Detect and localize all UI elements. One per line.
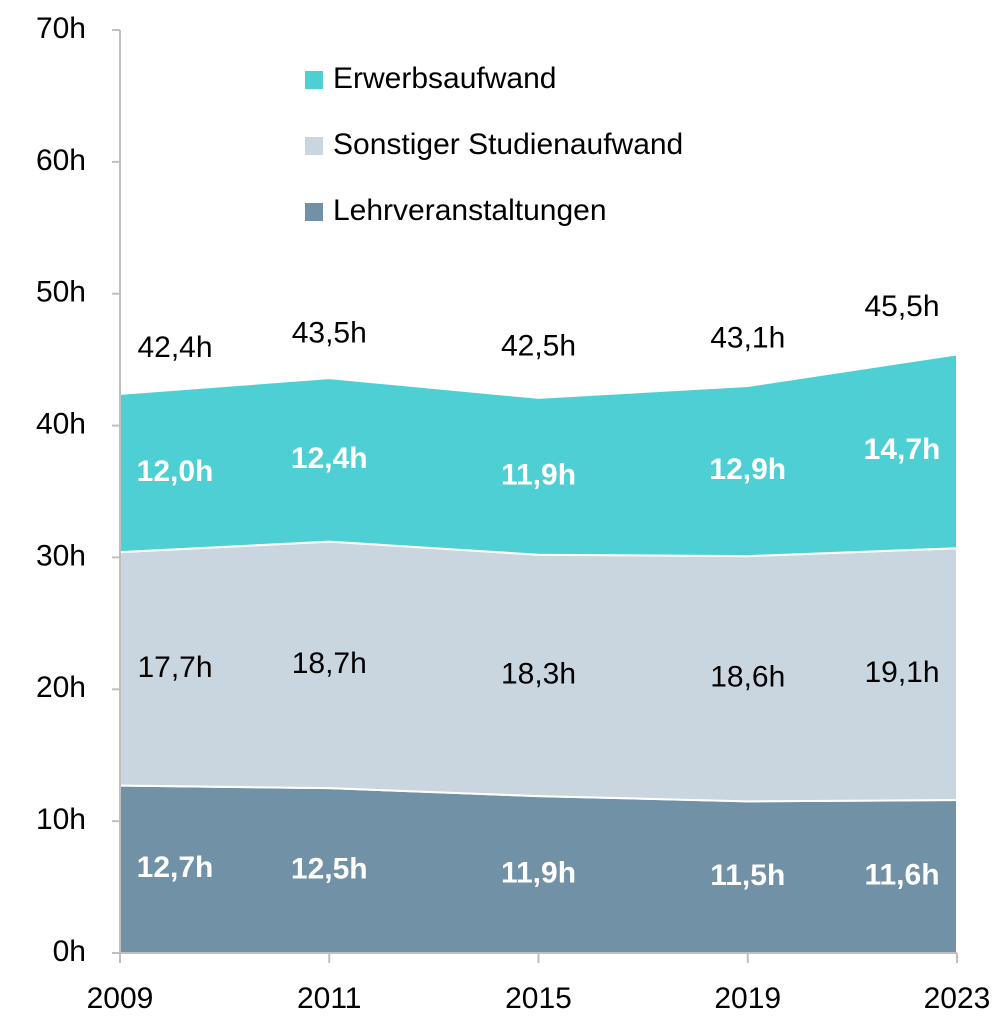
total-label: 45,5h [864,290,939,323]
legend-swatch [305,203,323,221]
value-label: 18,6h [710,661,785,694]
value-label: 11,6h [864,858,939,891]
value-label: 11,9h [501,458,576,491]
x-tick-label: 2015 [505,982,572,1015]
value-label: 12,9h [709,453,786,486]
value-label: 11,5h [710,859,785,892]
value-label: 11,9h [501,856,576,889]
value-label: 12,7h [137,851,214,884]
x-tick-label: 2009 [87,982,154,1015]
y-tick-label: 20h [36,671,86,704]
area [119,353,958,558]
value-label: 14,7h [864,433,941,466]
y-tick-label: 0h [53,935,86,968]
y-tick-label: 30h [36,539,86,572]
legend-label: Erwerbsaufwand [333,62,556,95]
value-label: 19,1h [864,656,939,689]
value-label: 12,5h [291,853,368,886]
value-label: 12,0h [137,455,214,488]
y-tick-label: 70h [36,12,86,45]
value-label: 18,3h [501,657,576,690]
value-label: 18,7h [292,647,367,680]
y-tick-label: 40h [36,407,86,440]
y-tick-label: 60h [36,144,86,177]
x-tick-label: 2019 [714,982,781,1015]
total-label: 42,4h [137,331,212,364]
total-label: 42,5h [501,330,576,363]
x-tick-label: 2023 [924,982,991,1015]
x-tick-label: 2011 [297,982,362,1015]
legend-swatch [305,137,323,155]
total-label: 43,1h [710,322,785,355]
legend-label: Sonstiger Studienaufwand [333,128,683,161]
value-label: 12,4h [291,442,368,475]
legend-swatch [305,71,323,89]
legend-label: Lehrveranstaltungen [333,194,607,227]
value-label: 17,7h [137,651,212,684]
total-label: 43,5h [292,316,367,349]
y-tick-label: 10h [36,803,86,836]
y-tick-label: 50h [36,276,86,309]
